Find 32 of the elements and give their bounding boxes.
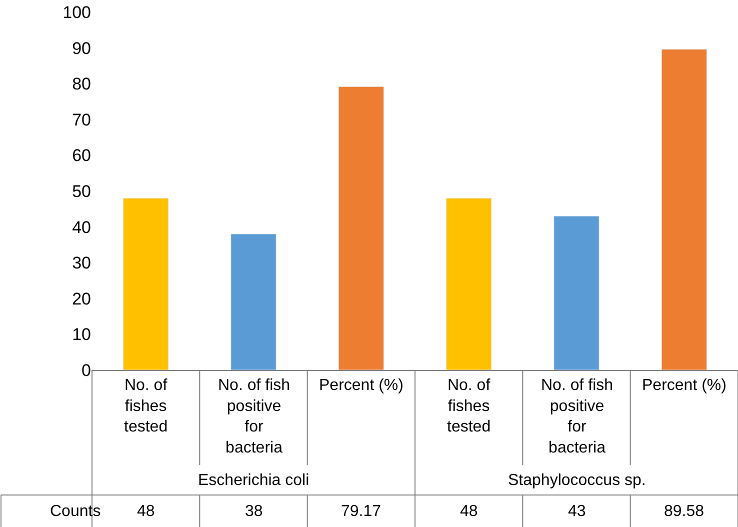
y-tick-label: 80 [72, 74, 91, 94]
y-tick-label: 0 [82, 360, 91, 380]
y-tick-label: 70 [72, 110, 91, 130]
y-tick-label: 100 [62, 2, 91, 22]
data-label: 43 [568, 503, 586, 520]
bar [122, 198, 169, 370]
data-label: 79.17 [341, 503, 382, 520]
bar [338, 86, 384, 370]
data-label: 89.58 [664, 503, 704, 520]
x-tick-label: No. of fish positive for bacteria [218, 377, 290, 456]
bar [230, 234, 276, 370]
y-tick-label: 60 [72, 146, 91, 166]
y-tick-label: 30 [72, 254, 91, 273]
bar [661, 49, 708, 370]
text: Escherichia coli [198, 472, 310, 489]
x-tick-label: Percent (%) [319, 377, 404, 394]
y-tick-label: 50 [72, 182, 91, 201]
bar [446, 198, 492, 370]
bar [554, 216, 600, 370]
data-label: 38 [245, 503, 263, 520]
text: Staphylococcus sp. [508, 472, 646, 489]
data-label: 48 [137, 503, 155, 520]
y-tick-label: 10 [72, 325, 91, 344]
y-tick-label: 20 [72, 289, 91, 308]
y-tick-label: 40 [72, 218, 91, 237]
data-label: 48 [460, 503, 478, 520]
x-tick-label: No. of fish positive for bacteria [541, 377, 614, 456]
x-tick-label: Percent (%) [642, 377, 726, 394]
x-tick-label: No. of fishes tested [124, 377, 168, 436]
y-tick-label: 90 [72, 38, 91, 58]
text: Counts [50, 503, 101, 520]
x-tick-label: No. of fishes tested [447, 377, 491, 436]
